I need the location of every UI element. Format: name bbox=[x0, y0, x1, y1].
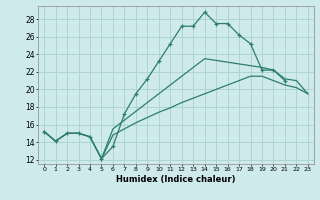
X-axis label: Humidex (Indice chaleur): Humidex (Indice chaleur) bbox=[116, 175, 236, 184]
